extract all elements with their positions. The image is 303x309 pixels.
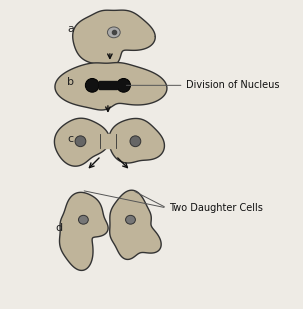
Polygon shape: [73, 10, 155, 67]
Text: d: d: [55, 222, 62, 233]
Polygon shape: [55, 118, 109, 166]
Polygon shape: [110, 190, 161, 260]
Ellipse shape: [75, 136, 86, 147]
Ellipse shape: [130, 136, 141, 147]
Ellipse shape: [125, 215, 135, 224]
Ellipse shape: [85, 78, 99, 92]
Ellipse shape: [117, 78, 131, 92]
Ellipse shape: [78, 215, 88, 224]
Polygon shape: [100, 134, 116, 148]
Text: Division of Nucleus: Division of Nucleus: [126, 80, 280, 90]
Polygon shape: [99, 81, 117, 89]
Polygon shape: [59, 192, 108, 270]
Text: c: c: [68, 134, 74, 144]
Text: Two Daughter Cells: Two Daughter Cells: [169, 203, 263, 213]
Ellipse shape: [108, 27, 120, 38]
Polygon shape: [109, 118, 165, 163]
Polygon shape: [55, 63, 167, 110]
Text: b: b: [67, 77, 74, 87]
Text: a: a: [67, 24, 74, 34]
